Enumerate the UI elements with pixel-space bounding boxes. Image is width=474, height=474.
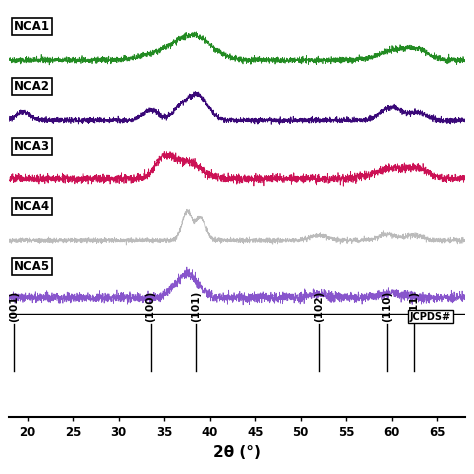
X-axis label: 2θ (°): 2θ (°): [213, 445, 261, 460]
Text: NCA5: NCA5: [14, 260, 50, 273]
Text: (102): (102): [314, 290, 324, 321]
Text: JCPDS#: JCPDS#: [410, 311, 451, 321]
Text: NCA2: NCA2: [14, 80, 50, 93]
Text: (101): (101): [191, 290, 201, 321]
Text: (001): (001): [9, 290, 19, 321]
Text: (100): (100): [146, 290, 155, 321]
Text: (110): (110): [382, 290, 392, 321]
Text: NCA4: NCA4: [14, 200, 50, 213]
Text: (111): (111): [410, 290, 419, 321]
Text: NCA1: NCA1: [14, 20, 50, 33]
Text: NCA3: NCA3: [14, 140, 50, 153]
